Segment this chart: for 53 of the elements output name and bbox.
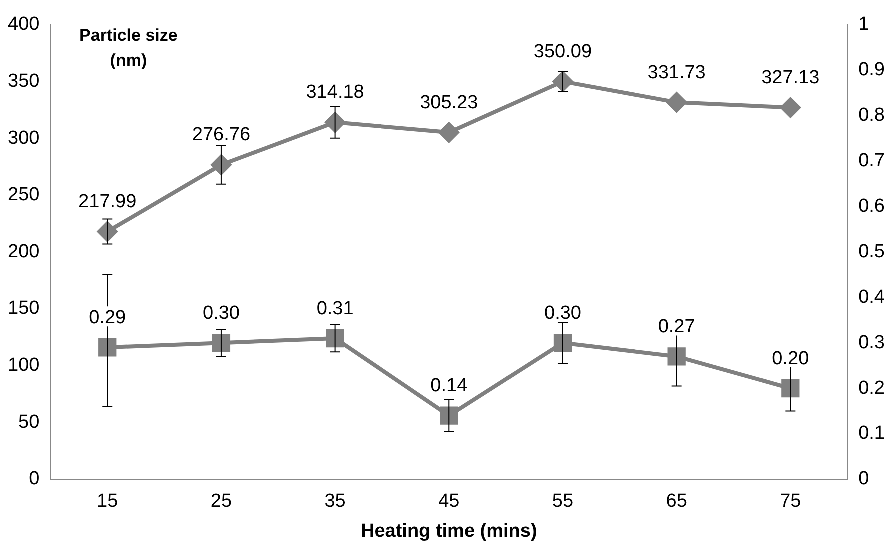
x-tick-label: 45 (438, 491, 460, 512)
point (440, 406, 458, 425)
point (666, 92, 687, 113)
y-tick-label: 0 (29, 468, 40, 490)
data-label: 0.30 (202, 302, 240, 324)
y-tick-label: 250 (8, 184, 40, 206)
y2-tick-label: 0.8 (858, 105, 886, 126)
data-label: 0.31 (316, 298, 354, 320)
y-tick-label: 50 (18, 412, 40, 433)
x-tick-label: 15 (97, 491, 118, 512)
point (326, 329, 344, 348)
data-label: 350.09 (534, 41, 592, 62)
data-label: 327.13 (762, 68, 820, 89)
point (780, 98, 801, 118)
y2-tick-label: 0 (858, 468, 870, 490)
x-tick-label: 55 (552, 491, 574, 512)
y2-tick-label: 0.4 (858, 286, 886, 308)
point (668, 348, 686, 366)
x-tick-label: 25 (210, 491, 232, 512)
y-tick-label: 100 (8, 355, 40, 376)
y2-tick-label: 1 (858, 14, 870, 36)
point (782, 379, 800, 398)
y-axis-title: Particle size (nm) (80, 26, 178, 70)
data-label: 0.29 (89, 307, 126, 328)
y2-tick-label: 0.7 (858, 150, 886, 172)
data-label: 0.20 (772, 348, 810, 370)
data-label: 276.76 (192, 124, 251, 146)
y2-tick-label: 0.2 (858, 378, 886, 399)
y2-tick-label: 0.3 (858, 332, 886, 354)
data-label: 305.23 (420, 92, 478, 114)
data-label: 0.30 (544, 302, 582, 324)
y2-tick-label: 0.1 (858, 423, 886, 444)
data-label: 0.14 (430, 376, 468, 397)
y2-tick-label: 0.5 (858, 241, 886, 262)
y-tick-label: 300 (8, 128, 40, 149)
x-tick-label: 75 (780, 491, 802, 512)
y2-tick-label: 0.6 (858, 196, 886, 217)
data-label: 217.99 (78, 192, 137, 212)
y-tick-label: 150 (8, 298, 40, 320)
data-label: 0.27 (658, 316, 696, 338)
y2-tick-label: 0.9 (858, 60, 886, 81)
x-tick-label: 35 (324, 491, 346, 512)
point (554, 334, 572, 352)
y-tick-label: 400 (8, 14, 40, 36)
y-tick-label: 200 (8, 241, 40, 262)
point (439, 122, 460, 143)
y-tick-label: 350 (8, 71, 40, 92)
point (212, 334, 231, 352)
point (98, 338, 117, 357)
data-label: 314.18 (306, 82, 364, 104)
x-axis-title: Heating time (mins) (360, 520, 538, 542)
data-label: 331.73 (648, 62, 706, 84)
x-tick-label: 65 (666, 491, 688, 512)
